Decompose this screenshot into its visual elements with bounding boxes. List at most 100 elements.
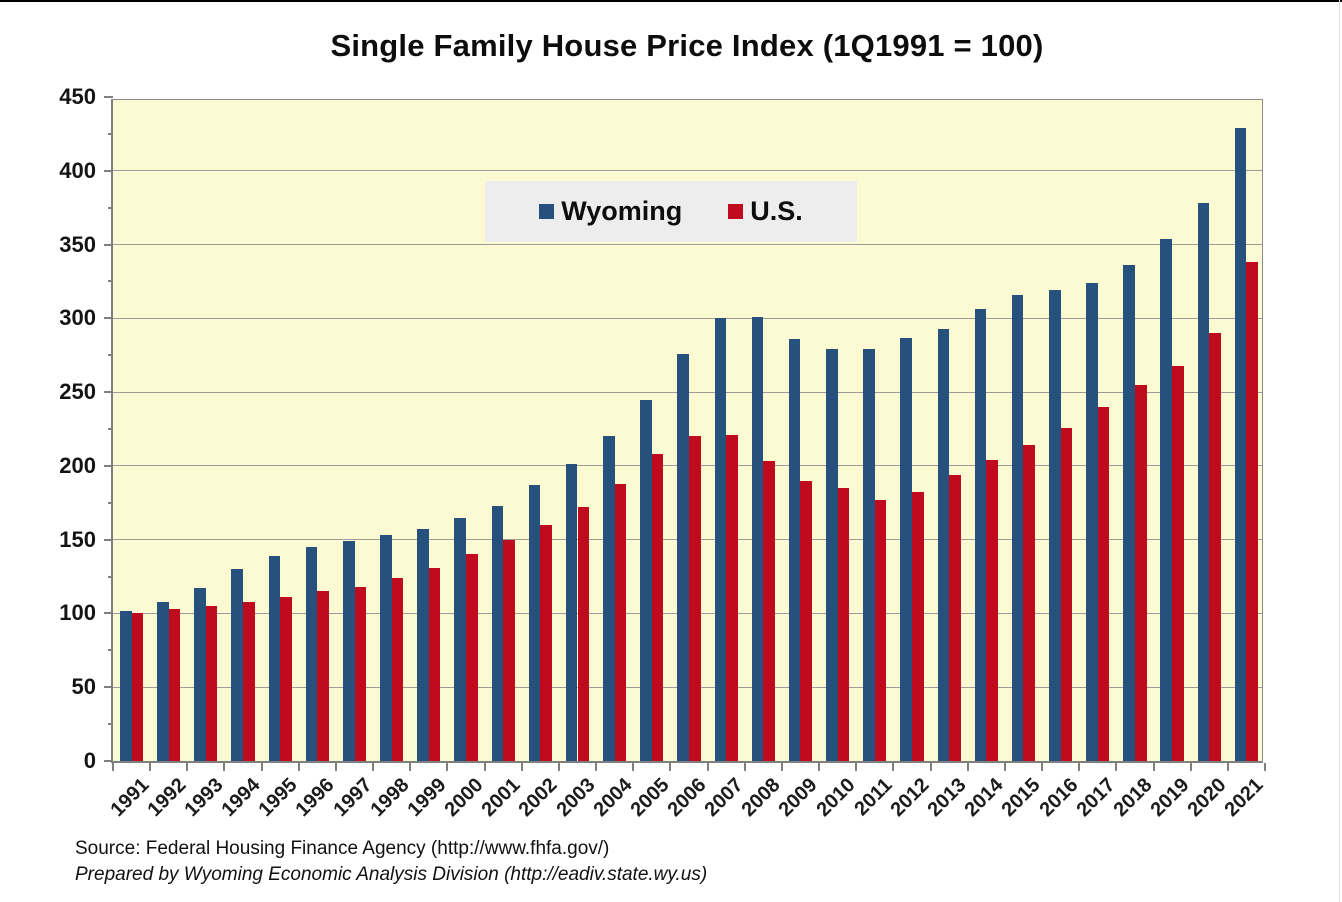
y-minor-tick-425: [108, 132, 113, 135]
bar-us-2000: [466, 554, 478, 761]
legend-item-us: U.S.: [728, 196, 803, 227]
y-major-tick-100: [104, 612, 113, 615]
x-axis-tick-24: [1003, 763, 1006, 771]
y-major-tick-450: [104, 96, 113, 98]
x-axis-tick-31: [1264, 763, 1266, 771]
chart-legend: Wyoming U.S.: [485, 181, 857, 242]
bar-wyoming-2013: [937, 328, 950, 761]
legend-swatch-us: [728, 204, 744, 219]
y-major-tick-300: [104, 317, 113, 320]
bar-us-2012: [911, 492, 924, 761]
x-axis-tick-23: [966, 763, 969, 771]
y-major-tick-50: [104, 686, 113, 689]
bar-wyoming-1996: [305, 547, 318, 761]
legend-swatch-wyoming: [539, 204, 555, 219]
bar-wyoming-2009: [788, 339, 801, 761]
bar-us-1999: [428, 567, 441, 761]
bar-wyoming-1998: [380, 535, 392, 761]
bar-group-2019: [1154, 100, 1191, 761]
bar-us-2003: [577, 507, 590, 761]
bar-group-2003: [559, 100, 596, 761]
bar-group-2004: [596, 100, 633, 761]
x-axis-tick-25: [1041, 763, 1044, 771]
bar-us-2011: [874, 499, 887, 761]
bar-wyoming-1992: [157, 601, 169, 761]
y-axis-label-50: 50: [71, 674, 96, 700]
bar-us-1997: [354, 586, 367, 761]
bar-wyoming-2018: [1123, 265, 1135, 761]
bar-us-2007: [726, 434, 738, 761]
y-major-tick-0: [104, 760, 113, 762]
bar-us-1993: [205, 606, 218, 761]
bar-wyoming-2006: [677, 353, 689, 761]
y-minor-tick-225: [108, 428, 113, 430]
bar-us-1992: [168, 609, 181, 761]
x-axis-tick-10: [483, 763, 486, 771]
bar-us-2008: [763, 461, 775, 761]
y-minor-tick-125: [108, 575, 113, 578]
bar-group-1994: [224, 100, 261, 761]
bar-wyoming-2020: [1197, 203, 1210, 761]
x-axis-tick-22: [929, 763, 932, 771]
bar-group-1998: [373, 100, 410, 761]
bar-wyoming-2011: [863, 349, 875, 761]
y-minor-tick-25: [108, 723, 113, 726]
y-axis-label-450: 450: [59, 84, 96, 109]
y-major-tick-250: [104, 391, 113, 394]
y-minor-tick-275: [108, 354, 113, 357]
plot-area: Wyoming U.S. 0 50 100 150 200 250 300 350 400 450…: [59, 86, 1268, 822]
bar-wyoming-2019: [1160, 238, 1173, 761]
y-axis-label-350: 350: [59, 231, 96, 257]
bar-wyoming-2004: [603, 436, 615, 761]
bar-wyoming-2014: [974, 309, 987, 761]
bar-wyoming-1997: [342, 541, 355, 761]
y-major-tick-200: [104, 464, 113, 467]
bar-wyoming-1999: [417, 529, 429, 761]
y-axis-label-150: 150: [59, 526, 96, 552]
bar-wyoming-2000: [454, 517, 466, 761]
x-axis-tick-19: [818, 763, 821, 771]
bar-us-2019: [1172, 365, 1184, 761]
bar-us-2021: [1246, 262, 1258, 761]
bar-group-2007: [708, 100, 745, 761]
gridline-350: [113, 244, 1262, 246]
x-axis-tick-2: [186, 763, 189, 771]
bar-wyoming-2015: [1011, 294, 1024, 761]
x-axis-tick-14: [632, 763, 635, 771]
gridline-400: [113, 170, 1262, 172]
bar-us-2015: [1023, 445, 1036, 761]
x-axis-tick-28: [1152, 763, 1155, 771]
bar-us-2006: [688, 436, 701, 761]
bar-group-1997: [336, 100, 373, 761]
bar-wyoming-1995: [268, 555, 281, 761]
bar-us-2017: [1097, 406, 1110, 761]
bar-us-1996: [317, 591, 329, 761]
bar-wyoming-2010: [826, 349, 838, 761]
legend-label-us: U.S.: [750, 196, 803, 226]
y-major-tick-150: [104, 538, 113, 541]
bar-us-2009: [800, 480, 813, 761]
bar-us-2010: [837, 488, 850, 761]
x-axis-tick-13: [595, 763, 598, 771]
bar-us-2002: [540, 524, 552, 761]
y-major-tick-350: [104, 243, 113, 246]
bar-us-2001: [503, 539, 515, 761]
legend-label-wyoming: Wyoming: [561, 196, 683, 226]
bar-group-2006: [670, 100, 707, 761]
bar-group-2018: [1116, 100, 1153, 761]
x-axis-tick-16: [706, 763, 709, 771]
source-line: Source: Federal Housing Finance Agency (…: [75, 838, 610, 859]
page-right-edge-line: [1339, 0, 1340, 902]
bar-wyoming-2008: [751, 316, 764, 761]
y-axis-label-100: 100: [59, 600, 96, 626]
x-axis-tick-27: [1115, 763, 1118, 771]
bar-group-2009: [782, 100, 819, 761]
y-axis-label-400: 400: [59, 157, 96, 183]
bar-us-2013: [949, 474, 961, 761]
x-axis-tick-15: [669, 763, 672, 771]
gridline-300: [113, 317, 1262, 319]
x-axis-tick-29: [1189, 763, 1192, 771]
bar-us-2005: [651, 454, 664, 761]
y-axis-label-300: 300: [59, 305, 96, 331]
bar-us-1998: [391, 578, 404, 761]
